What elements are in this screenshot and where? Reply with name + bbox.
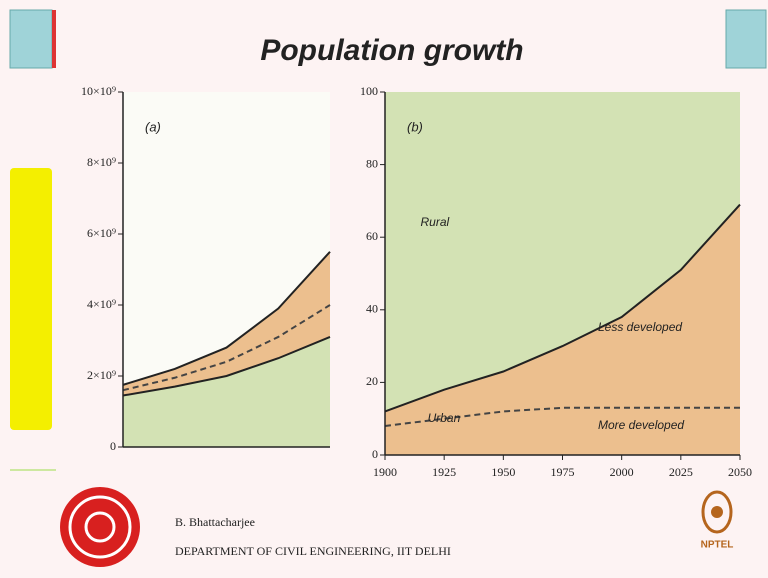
iit-logo	[60, 487, 140, 567]
slide-title: Population growth	[260, 34, 523, 67]
x-tick-label: 1925	[432, 465, 456, 479]
nptel-logo	[701, 490, 733, 534]
series-line	[122, 251, 331, 386]
y-tick-label: 0	[110, 439, 116, 453]
panel-label: (a)	[145, 119, 161, 134]
x-tick-label: 2025	[669, 465, 693, 479]
area-fill	[123, 336, 330, 447]
series-line	[384, 203, 741, 413]
annotation: Rural	[421, 215, 450, 229]
y-tick-label: 2×10⁹	[87, 368, 116, 382]
y-tick-label: 6×10⁹	[87, 226, 116, 240]
x-tick-label: 2000	[610, 465, 634, 479]
author: B. Bhattacharjee	[175, 515, 255, 529]
x-tick-label: 2050	[728, 465, 752, 479]
y-tick-label: 10×10⁹	[81, 84, 116, 98]
area-fill	[385, 204, 740, 455]
y-tick-label: 4×10⁹	[87, 297, 116, 311]
annotation: Urban	[428, 411, 461, 425]
annotation: More developed	[598, 418, 684, 432]
y-tick-label: 8×10⁹	[87, 155, 116, 169]
x-tick-label: 1950	[491, 465, 515, 479]
y-tick-label: 100	[360, 84, 378, 98]
nptel-label: NPTEL	[701, 540, 734, 551]
y-tick-label: 80	[366, 156, 378, 170]
corner-block	[9, 9, 53, 69]
series-line	[122, 304, 331, 392]
y-tick-label: 0	[372, 447, 378, 461]
x-tick-label: 1975	[551, 465, 575, 479]
y-tick-label: 20	[366, 374, 378, 388]
corner-block	[725, 9, 767, 69]
side-bar	[10, 168, 52, 430]
series-line	[122, 336, 331, 397]
y-tick-label: 40	[366, 302, 378, 316]
department: DEPARTMENT OF CIVIL ENGINEERING, IIT DEL…	[175, 544, 451, 558]
x-tick-label: 1900	[373, 465, 397, 479]
panel-label: (b)	[407, 119, 423, 134]
corner-accent	[52, 10, 56, 68]
annotation: Less developed	[598, 320, 682, 334]
y-tick-label: 60	[366, 229, 378, 243]
